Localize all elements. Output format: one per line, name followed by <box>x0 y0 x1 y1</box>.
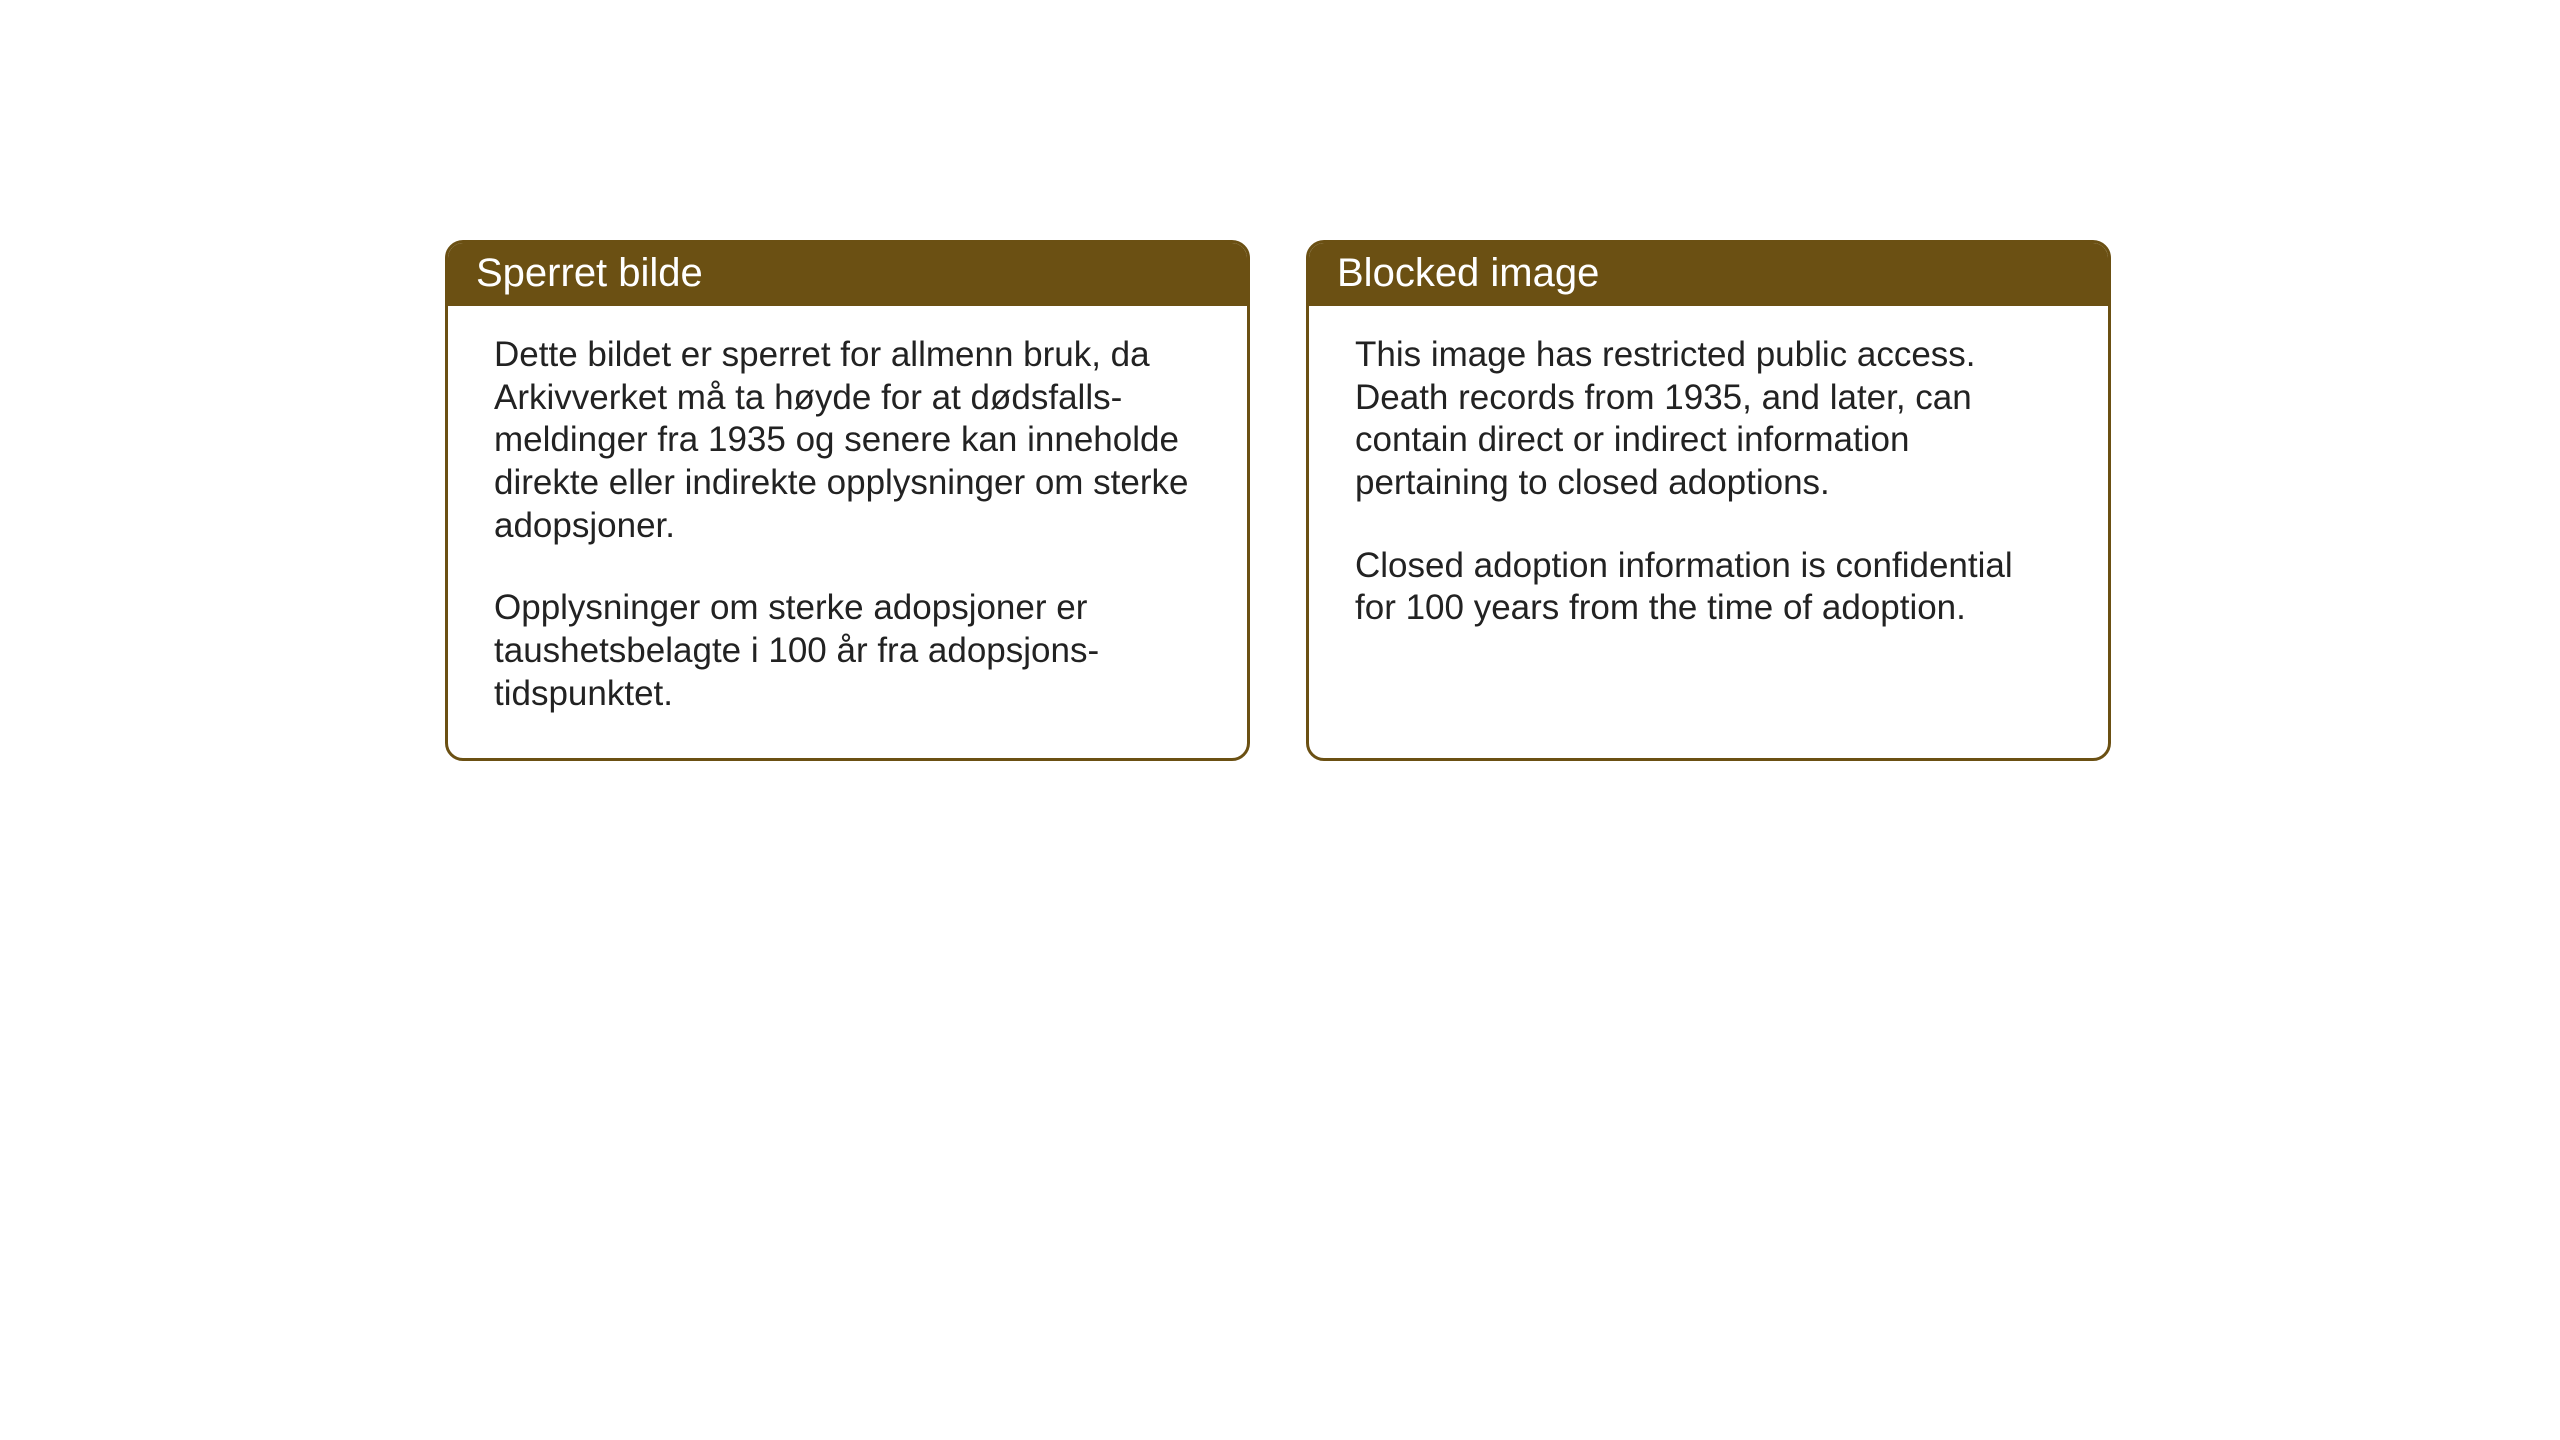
notice-box-norwegian: Sperret bilde Dette bildet er sperret fo… <box>445 240 1250 761</box>
notice-header-no: Sperret bilde <box>448 243 1247 306</box>
notice-body-en: This image has restricted public access.… <box>1309 306 2108 672</box>
notice-paragraph: This image has restricted public access.… <box>1355 334 2062 505</box>
notice-paragraph: Closed adoption information is confident… <box>1355 545 2062 630</box>
notice-header-en: Blocked image <box>1309 243 2108 306</box>
notice-box-english: Blocked image This image has restricted … <box>1306 240 2111 761</box>
notice-body-no: Dette bildet er sperret for allmenn bruk… <box>448 306 1247 758</box>
notice-paragraph: Dette bildet er sperret for allmenn bruk… <box>494 334 1201 547</box>
notice-container: Sperret bilde Dette bildet er sperret fo… <box>445 240 2111 761</box>
notice-paragraph: Opplysninger om sterke adopsjoner er tau… <box>494 587 1201 715</box>
